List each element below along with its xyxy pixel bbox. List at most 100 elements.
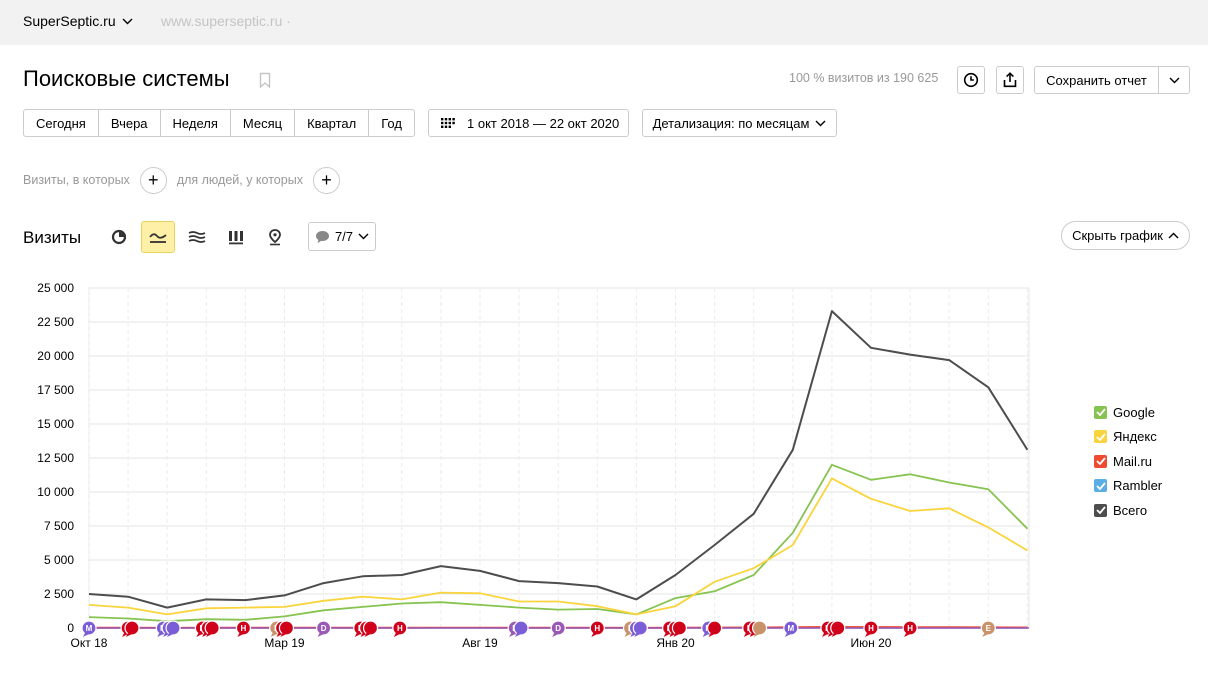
y-tick-label: 22 500 (37, 315, 74, 329)
legend-item-mailru[interactable]: Mail.ru (1094, 449, 1162, 474)
annotation-marker[interactable] (278, 620, 295, 637)
export-button[interactable] (996, 66, 1024, 94)
add-people-filter-button[interactable]: + (312, 166, 340, 194)
detail-selector[interactable]: Детализация: по месяцам (642, 109, 837, 137)
notes-selector[interactable]: 7/7 (308, 222, 376, 251)
annotation-dot (671, 620, 688, 636)
period-week-button[interactable]: Неделя (161, 110, 231, 136)
annotation-tail (821, 633, 828, 637)
date-range-picker[interactable]: 1 окт 2018 — 22 окт 2020 (428, 109, 629, 137)
chart-type-bar-button[interactable] (219, 221, 253, 253)
annotation-letter: М (788, 624, 795, 633)
stacked-area-icon (188, 231, 206, 243)
site-selector[interactable]: SuperSeptic.ru (23, 13, 133, 29)
save-report-button[interactable]: Сохранить отчет (1035, 67, 1159, 93)
legend-item-rambler[interactable]: Rambler (1094, 474, 1162, 499)
line-chart-icon (149, 233, 167, 243)
annotation-dot (235, 620, 252, 636)
annotation-marker[interactable]: D (550, 620, 566, 637)
annotation-marker[interactable] (706, 620, 723, 637)
site-url[interactable]: www.superseptic.ru · (161, 13, 291, 29)
annotation-dot (863, 620, 879, 636)
annotation-dot (751, 620, 768, 636)
annotation-tail (237, 633, 244, 637)
annotation-tail (354, 633, 361, 637)
metric-title: Визиты (23, 228, 82, 247)
x-tick-label: Июн 20 (851, 636, 892, 650)
annotation-marker[interactable]: Н (235, 620, 252, 637)
annotation-marker[interactable] (513, 620, 529, 637)
y-tick-label: 5 000 (44, 553, 74, 567)
annotation-tail (122, 633, 129, 637)
legend-item-total[interactable]: Всего (1094, 498, 1162, 523)
annotation-tail (624, 633, 631, 637)
chart-type-area-button[interactable] (180, 221, 214, 253)
legend-label: Rambler (1113, 478, 1163, 494)
annotation-marker[interactable] (124, 620, 140, 637)
annotation-letter: D (555, 624, 561, 633)
annotation-tail (827, 633, 834, 637)
annotation-marker[interactable]: Е (980, 620, 996, 637)
chart-type-line-button[interactable] (141, 221, 175, 253)
annotation-marker[interactable] (830, 620, 846, 637)
annotation-marker[interactable]: D (316, 620, 332, 637)
annotation-dot (362, 620, 379, 636)
annotation-marker[interactable]: Н (863, 620, 879, 637)
checkbox-icon (1094, 454, 1107, 468)
period-yesterday-button[interactable]: Вчера (99, 110, 161, 136)
legend-item-google[interactable]: Google (1094, 400, 1162, 425)
bookmark-icon[interactable] (259, 72, 271, 89)
y-tick-label: 25 000 (37, 281, 74, 295)
annotation-marker[interactable] (165, 620, 181, 637)
annotation-dot (830, 620, 846, 636)
annotation-tail (634, 633, 641, 637)
period-quarter-button[interactable]: Квартал (295, 110, 370, 136)
annotation-marker[interactable] (632, 620, 648, 637)
series-line-всего (88, 310, 1029, 609)
annotation-marker[interactable]: Н (589, 620, 605, 637)
y-tick-label: 7 500 (44, 519, 74, 533)
period-today-button[interactable]: Сегодня (24, 110, 99, 136)
annotation-letter: Н (241, 624, 247, 633)
annotation-tail (743, 633, 750, 637)
legend-label: Яндекс (1113, 429, 1157, 445)
annotation-tail (552, 633, 559, 637)
annotation-tail (83, 633, 89, 637)
annotation-marker[interactable]: Н (902, 620, 918, 637)
checkbox-icon (1094, 503, 1107, 517)
annotation-dot (81, 620, 97, 636)
hide-chart-button[interactable]: Скрыть график (1061, 221, 1190, 250)
annotation-tail (865, 633, 871, 637)
calendar-grid-icon (441, 118, 455, 128)
annotation-tail (663, 633, 670, 637)
annotation-marker[interactable] (671, 620, 688, 637)
annotation-tail (831, 633, 838, 637)
people-filter-label: для людей, у которых (176, 173, 303, 187)
annotation-marker[interactable]: М (783, 620, 799, 637)
annotation-marker[interactable] (204, 620, 220, 637)
legend-label: Всего (1113, 502, 1148, 518)
x-tick-label: Окт 18 (71, 636, 108, 650)
annotation-dot (513, 620, 529, 636)
detail-label: Детализация: по месяцам (652, 115, 810, 131)
date-range-label: 1 окт 2018 — 22 окт 2020 (467, 115, 620, 131)
save-report-menu-button[interactable] (1159, 67, 1189, 93)
chart-type-pie-button[interactable] (102, 221, 136, 253)
annotation-marker[interactable] (751, 620, 768, 637)
period-year-button[interactable]: Год (381, 115, 402, 131)
annotation-marker[interactable] (362, 620, 379, 637)
y-tick-label: 20 000 (37, 349, 74, 363)
annotation-letter: D (321, 624, 327, 633)
period-month-button[interactable]: Месяц (231, 110, 296, 136)
annotation-marker[interactable]: М (81, 620, 97, 637)
chart-type-map-button[interactable] (258, 221, 292, 253)
annotation-tail (393, 633, 400, 637)
annotation-tail (708, 633, 715, 637)
add-visit-filter-button[interactable]: + (139, 166, 167, 194)
annotation-tail (509, 633, 516, 637)
annotation-tail (157, 633, 164, 637)
history-button[interactable] (957, 66, 985, 94)
legend-item-yandex[interactable]: Яндекс (1094, 425, 1162, 450)
annotation-marker[interactable]: Н (392, 620, 408, 637)
annotation-letter: Н (907, 624, 913, 633)
